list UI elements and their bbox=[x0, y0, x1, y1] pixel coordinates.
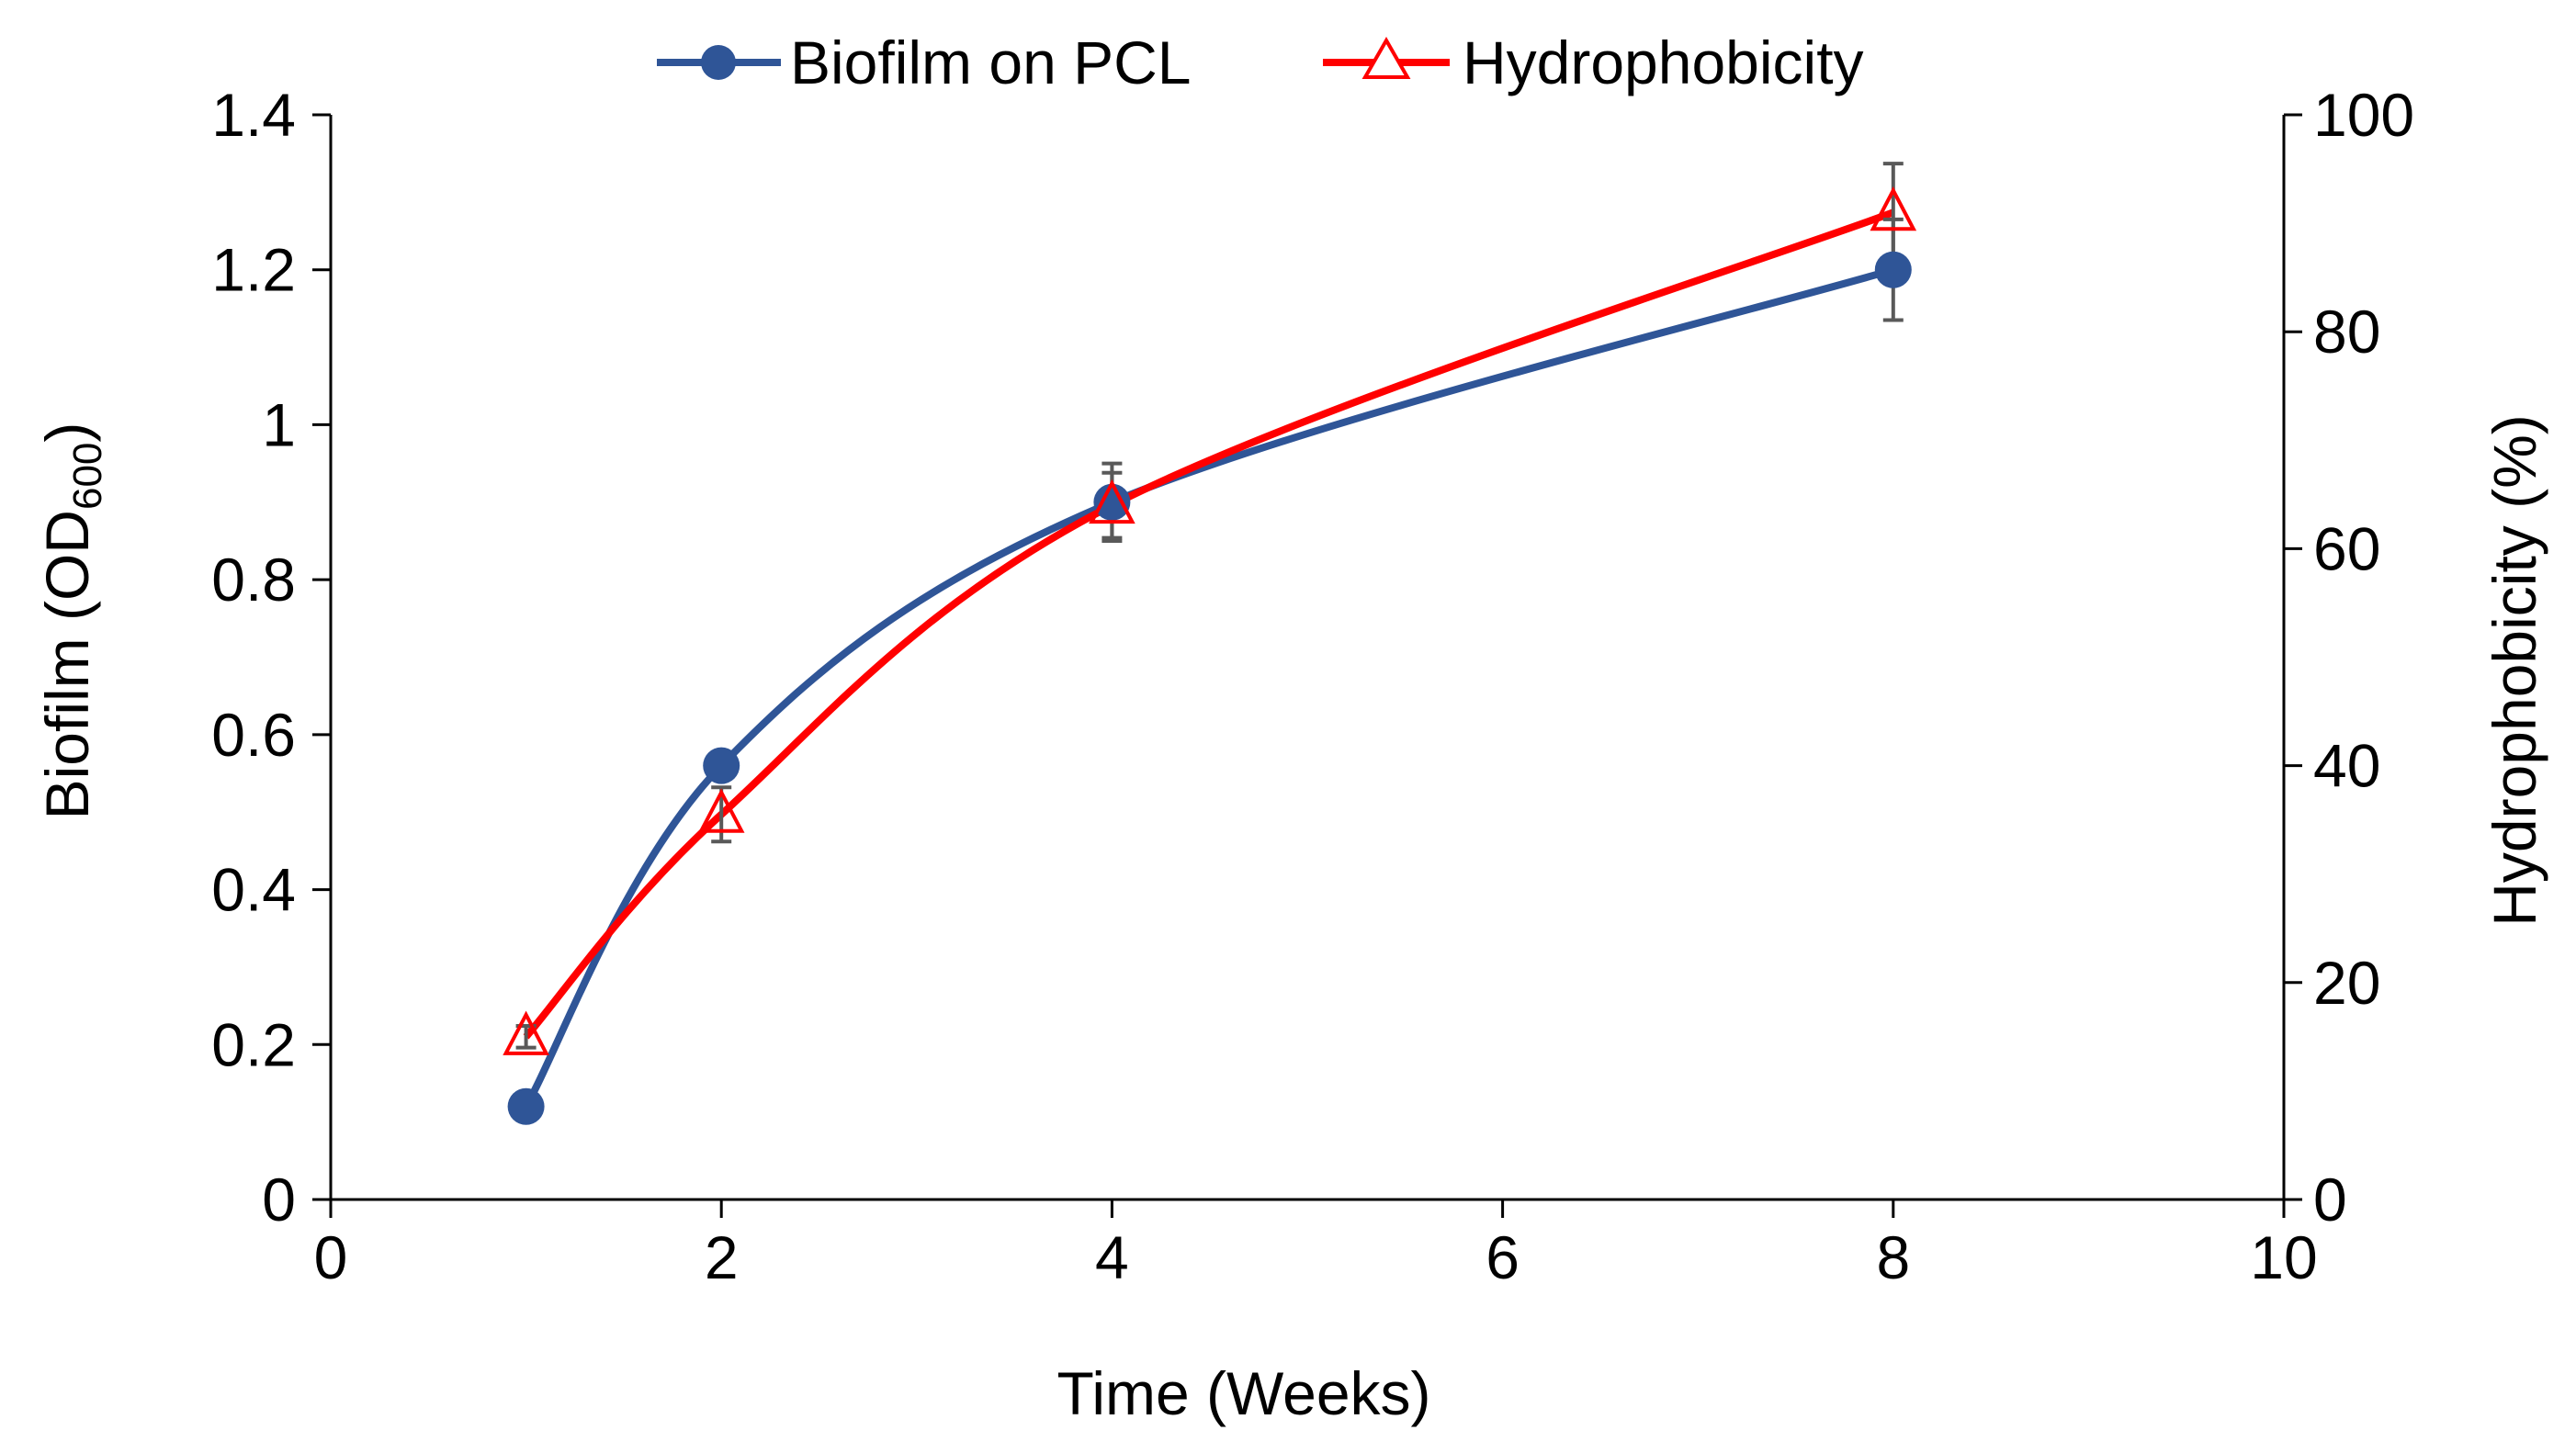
legend: Biofilm on PCL Hydrophobicity bbox=[657, 28, 1864, 96]
y-right-tick-label: 60 bbox=[2313, 514, 2380, 582]
x-ticks: 0 2 4 6 8 10 bbox=[314, 1200, 2318, 1291]
series-lines bbox=[523, 208, 1895, 1109]
x-tick-label: 8 bbox=[1876, 1223, 1910, 1291]
y-right-tick-label: 80 bbox=[2313, 298, 2380, 366]
y-left-tick-label: 1.2 bbox=[211, 236, 296, 304]
y-right-tick-label: 0 bbox=[2313, 1166, 2347, 1233]
y-left-tick-label: 0.2 bbox=[211, 1010, 296, 1078]
data-point-hydrophobicity bbox=[1089, 479, 1135, 524]
legend-biofilm-label: Biofilm on PCL bbox=[790, 28, 1192, 96]
y-right-ticks: 0 20 40 60 80 100 bbox=[2284, 81, 2414, 1233]
y-left-ticks: 0 0.2 0.4 0.6 0.8 1 1.2 1.4 bbox=[211, 81, 331, 1233]
y-right-tick-label: 100 bbox=[2313, 81, 2414, 149]
y-left-tick-label: 0 bbox=[262, 1166, 296, 1233]
y-axis-left-title-main: Biofilm (OD bbox=[33, 510, 101, 819]
x-tick-label: 10 bbox=[2250, 1223, 2317, 1291]
series-line-hydrophobicity bbox=[523, 208, 1895, 1040]
y-axis-right-title: Hydrophobicity (%) bbox=[2480, 414, 2548, 927]
data-point-biofilm-on-pcl bbox=[703, 747, 740, 784]
series-markers bbox=[503, 186, 1917, 1125]
legend-biofilm-marker bbox=[701, 45, 736, 80]
y-left-tick-label: 0.8 bbox=[211, 546, 296, 614]
y-left-tick-label: 1.4 bbox=[211, 81, 296, 149]
y-axis-left-title: Biofilm (OD600) bbox=[33, 422, 110, 820]
data-point-biofilm-on-pcl bbox=[507, 1087, 545, 1125]
series-line-biofilm-on-pcl bbox=[523, 265, 1894, 1109]
x-tick-label: 2 bbox=[705, 1223, 739, 1291]
x-tick-label: 4 bbox=[1095, 1223, 1129, 1291]
y-axis-left-title-close: ) bbox=[33, 422, 101, 443]
x-axis-title: Time (Weeks) bbox=[1056, 1359, 1430, 1427]
y-left-tick-label: 0.6 bbox=[211, 701, 296, 769]
y-left-tick-label: 0.4 bbox=[211, 856, 296, 924]
error-bars bbox=[515, 162, 1904, 1117]
data-point-biofilm-on-pcl bbox=[1874, 251, 1912, 288]
y-axis-left-title-subscript: 600 bbox=[65, 443, 110, 510]
y-left-tick-label: 1 bbox=[262, 390, 296, 458]
data-point-hydrophobicity bbox=[1870, 186, 1917, 231]
legend-hydrophobicity-label: Hydrophobicity bbox=[1463, 28, 1864, 96]
x-tick-label: 6 bbox=[1486, 1223, 1520, 1291]
data-point-hydrophobicity bbox=[503, 1010, 549, 1055]
data-point-hydrophobicity bbox=[697, 788, 745, 833]
y-right-tick-label: 40 bbox=[2313, 732, 2380, 800]
x-tick-label: 0 bbox=[314, 1223, 348, 1291]
data-point-biofilm-on-pcl bbox=[1093, 483, 1131, 521]
y-right-tick-label: 20 bbox=[2313, 949, 2380, 1017]
legend-hydrophobicity-marker bbox=[1361, 36, 1411, 79]
